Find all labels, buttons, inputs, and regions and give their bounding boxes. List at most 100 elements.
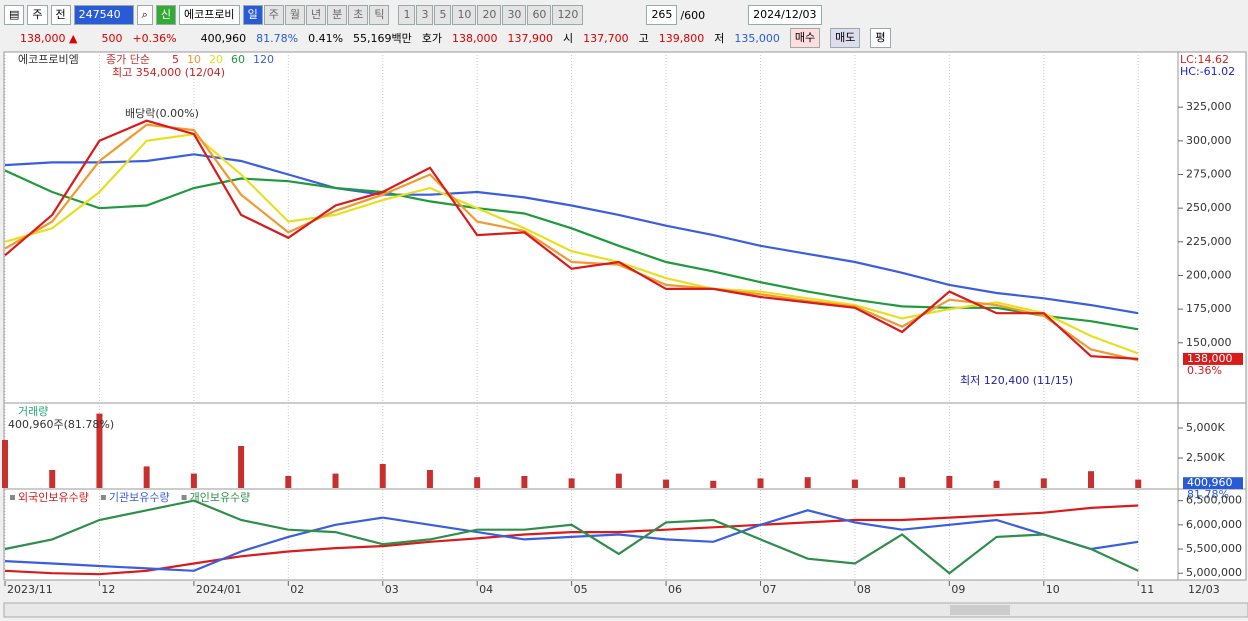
code-input[interactable]: 247540 [73, 5, 134, 25]
y-tick-label: 5,000,000 [1186, 566, 1242, 579]
series-line [4, 499, 1139, 575]
interval-button[interactable]: 10 [452, 5, 477, 25]
volume-bar [851, 479, 858, 488]
volume-bar [143, 466, 150, 488]
series-line [4, 504, 1139, 576]
quote-bar: 138,000 ▲ 500 +0.36% 400,960 81.78% 0.41… [0, 28, 1248, 48]
date-label: 12 [101, 583, 115, 596]
date-label: 02 [290, 583, 304, 596]
chart: 2023/11 12 2024/01 02 03 04 05 06 07 08 09 10 11 150,… [0, 51, 1248, 618]
interval-button[interactable]: 1 [398, 5, 416, 25]
volume-bar [426, 470, 433, 488]
last-label: 138,000 [1187, 352, 1233, 365]
volume-ratio: 81.78% [256, 31, 299, 45]
period-button[interactable]: 주 [263, 5, 284, 25]
all-button[interactable]: 전 [50, 5, 71, 25]
buy-button[interactable]: 매수 [789, 28, 821, 48]
volume-bar [521, 476, 528, 488]
menu-icon[interactable]: ▤ [4, 5, 25, 25]
amount: 55,169백만 [353, 32, 412, 45]
volume-subtitle: 400,960주(81.78%) [8, 418, 114, 431]
volume-bar [2, 440, 8, 488]
date-label: 2024/01 [196, 583, 242, 596]
hc: HC:-61.02 [1180, 65, 1235, 78]
volume-bar [285, 476, 292, 488]
avg-button[interactable]: 평 [870, 28, 891, 48]
date-label: 05 [574, 583, 588, 596]
interval-button[interactable]: 60 [527, 5, 552, 25]
count-input[interactable]: 265 [646, 5, 678, 25]
type-button[interactable]: 주 [27, 5, 48, 25]
search-button[interactable]: ⌕ [136, 5, 153, 25]
date-axis-bg [0, 581, 1248, 599]
period-button[interactable]: 일 [242, 5, 263, 25]
legend-entry: 5 [172, 53, 179, 66]
turnover: 0.41% [308, 31, 344, 45]
y-tick-label: 250,000 [1186, 201, 1232, 214]
scrollbar[interactable] [3, 602, 1248, 618]
interval-button[interactable]: 120 [552, 5, 584, 25]
series-line [4, 123, 1139, 362]
legend-entry: 10 [187, 53, 201, 66]
interval-button[interactable]: 3 [416, 5, 434, 25]
open: 137,700 [583, 31, 629, 45]
last-label: 400,960 [1187, 476, 1233, 489]
volume-bar [379, 464, 386, 488]
stock-name[interactable]: 에코프로비 [178, 5, 240, 25]
series-line [4, 153, 1139, 315]
sell-button[interactable]: 매도 [830, 28, 861, 48]
volume-bar [1040, 478, 1047, 488]
interval-group: 1 3 5 10 20 30 60 120 [398, 5, 584, 25]
date-label: 03 [385, 583, 399, 596]
period-button[interactable]: 월 [284, 5, 305, 25]
rate: +0.36% [132, 31, 177, 45]
date-label: 10 [1046, 583, 1060, 596]
volume-bar [238, 446, 245, 488]
lc: LC:14.62 [1180, 53, 1229, 66]
volume-bar [899, 477, 906, 488]
date-label: 09 [951, 583, 965, 596]
volume: 400,960 [200, 31, 247, 45]
volume-bar [663, 479, 670, 488]
legend-entry: 20 [209, 53, 223, 66]
y-tick-label: 200,000 [1186, 268, 1232, 281]
low-note: 최저 120,400 (11/15) [960, 374, 1073, 387]
y-tick-label: 6,500,000 [1186, 494, 1242, 507]
period-button[interactable]: 년 [305, 5, 327, 25]
y-tick-label: 5,000K [1186, 421, 1225, 434]
legend-title: 종가 단순 [106, 53, 150, 66]
new-badge[interactable]: 신 [155, 5, 176, 25]
ask: 138,000 [452, 31, 498, 45]
scroll-thumb[interactable] [950, 605, 1010, 615]
series-line [4, 509, 1139, 572]
y-tick-label: 300,000 [1186, 134, 1232, 147]
legend-swatch [10, 495, 15, 500]
period-button[interactable]: 틱 [369, 5, 390, 25]
y-tick-label: 150,000 [1186, 336, 1232, 349]
interval-button[interactable]: 5 [434, 5, 452, 25]
legend-swatch [100, 495, 106, 500]
volume-bar [757, 478, 764, 488]
volume-bar [96, 413, 103, 488]
volume-title: 거래량 [18, 405, 48, 418]
date-label: 06 [668, 583, 682, 596]
y-tick-label: 175,000 [1186, 302, 1232, 315]
volume-bar [568, 478, 575, 488]
legend-entry: 60 [231, 53, 245, 66]
volume-bar [49, 470, 56, 488]
interval-button[interactable]: 30 [502, 5, 527, 25]
interval-button[interactable]: 20 [477, 5, 502, 25]
date-input[interactable]: 2024/12/03 [748, 5, 822, 25]
high: 139,800 [658, 31, 705, 45]
event-note: 배당락(0.00%) [125, 107, 199, 120]
y-tick-label: 325,000 [1186, 100, 1232, 113]
series-line [4, 169, 1139, 331]
period-button[interactable]: 초 [348, 5, 369, 25]
date-label: 11 [1140, 583, 1154, 596]
period-button[interactable]: 분 [327, 5, 348, 25]
legend-swatch [181, 495, 187, 500]
legend-entry: 120 [253, 53, 274, 66]
volume-bar [190, 473, 197, 488]
